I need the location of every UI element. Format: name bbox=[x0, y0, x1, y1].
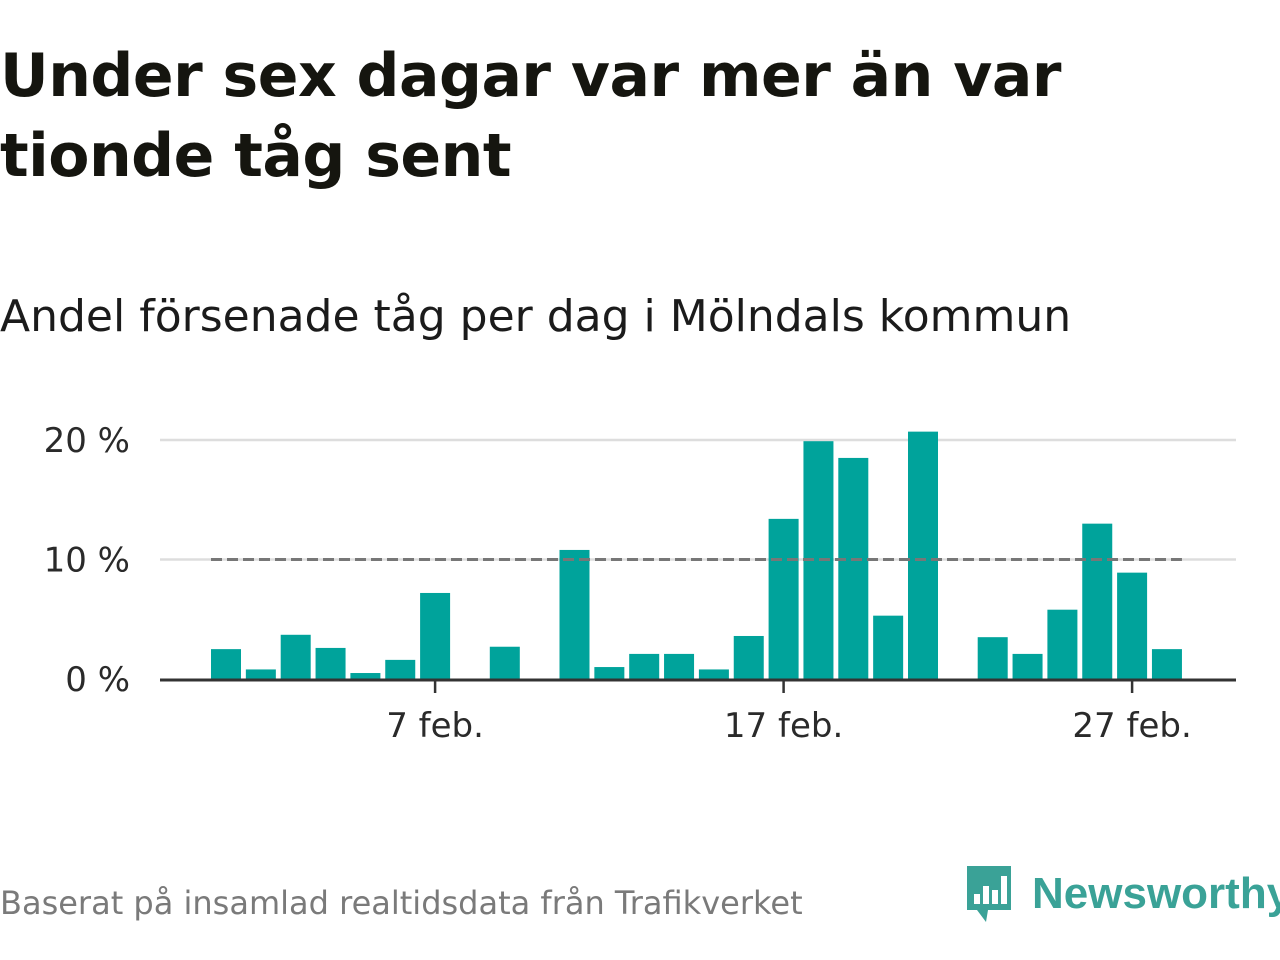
bar bbox=[385, 659, 416, 679]
bar bbox=[1117, 572, 1148, 679]
bar bbox=[1012, 653, 1043, 679]
bar bbox=[698, 669, 729, 679]
bar bbox=[629, 653, 660, 679]
y-tick-label: 10 % bbox=[44, 541, 130, 581]
bar-chart: 0 % 10 % 20 % 7 feb. 17 feb. 27 feb. bbox=[44, 421, 1236, 746]
bar bbox=[211, 649, 241, 679]
bar bbox=[1082, 523, 1113, 679]
bar bbox=[664, 653, 695, 679]
bar bbox=[1151, 649, 1182, 679]
axes: 0 % 10 % 20 % 7 feb. 17 feb. 27 feb. bbox=[44, 421, 1236, 746]
bar bbox=[489, 646, 520, 679]
bar bbox=[420, 592, 451, 679]
bar bbox=[1047, 609, 1078, 679]
chart-title: Under sex dagar var mer än var tionde tå… bbox=[0, 41, 1061, 191]
gridlines bbox=[160, 438, 1236, 561]
chart-subtitle: Andel försenade tåg per dag i Mölndals k… bbox=[0, 291, 1072, 342]
bar bbox=[873, 615, 904, 679]
bars bbox=[211, 431, 1182, 679]
bar bbox=[733, 635, 764, 679]
x-tick-label: 17 feb. bbox=[724, 706, 843, 746]
bar bbox=[908, 431, 938, 679]
bar bbox=[350, 673, 381, 679]
bar bbox=[559, 549, 590, 679]
bar bbox=[245, 669, 276, 679]
logo-wordmark: Newsworthy bbox=[1032, 869, 1280, 918]
bar bbox=[594, 667, 625, 679]
bar bbox=[315, 647, 346, 679]
bar bbox=[280, 634, 311, 679]
bar bbox=[838, 457, 869, 679]
y-tick-label: 0 % bbox=[65, 660, 130, 700]
newsworthy-logo: Newsworthy bbox=[964, 864, 1280, 924]
chat-bars-icon bbox=[967, 866, 1011, 922]
x-tick-label: 27 feb. bbox=[1072, 706, 1191, 746]
x-tick-label: 7 feb. bbox=[386, 706, 484, 746]
y-tick-label: 20 % bbox=[44, 421, 130, 461]
source-note: Baserat på insamlad realtidsdata från Tr… bbox=[0, 884, 803, 922]
bar bbox=[977, 637, 1008, 679]
bar bbox=[768, 518, 799, 679]
